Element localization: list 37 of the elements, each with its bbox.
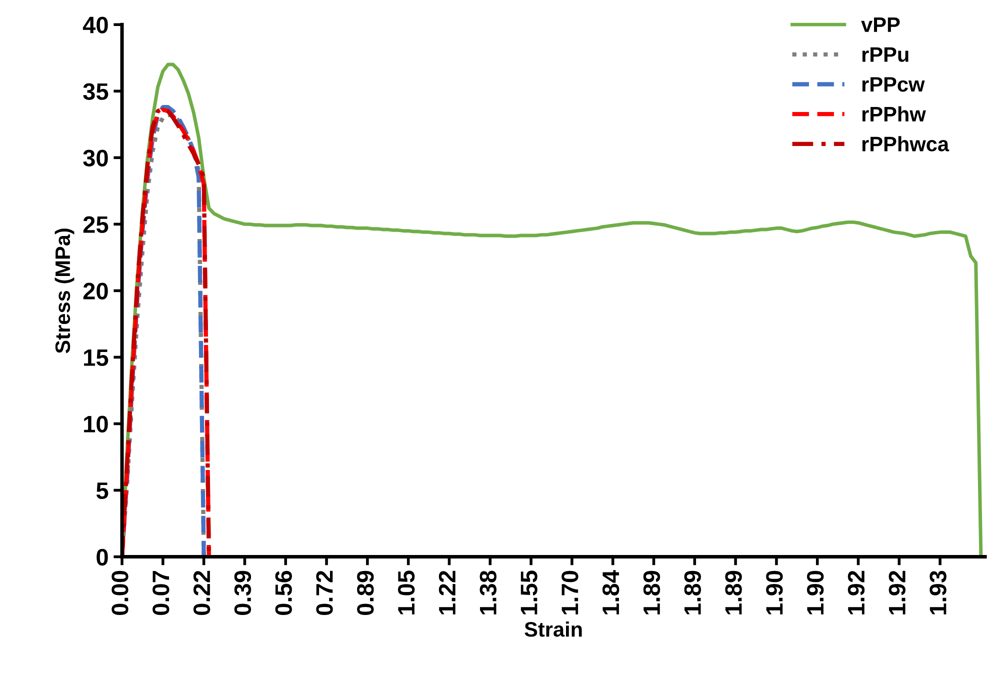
x-tick-label: 1.89 bbox=[684, 570, 701, 614]
y-tick-label: 10 bbox=[84, 416, 108, 433]
x-tick-label: 1.93 bbox=[930, 570, 946, 614]
y-axis-title: Stress (MPa) bbox=[54, 228, 74, 354]
y-tick-label: 35 bbox=[83, 83, 108, 100]
legend-label: rPPhw bbox=[862, 106, 926, 122]
x-tick-label: 0.89 bbox=[357, 570, 374, 615]
x-tick-label: 1.90 bbox=[766, 570, 783, 614]
x-tick-label: 0.07 bbox=[152, 571, 170, 615]
y-tick-label: 40 bbox=[82, 16, 108, 34]
y-tick-label: 5 bbox=[96, 482, 108, 500]
legend-label: rPPhwca bbox=[862, 136, 950, 152]
x-tick-label: 1.70 bbox=[562, 570, 578, 614]
x-tick-label: 1.92 bbox=[848, 570, 865, 614]
x-tick-label: 1.55 bbox=[520, 570, 538, 614]
y-tick-label: 0 bbox=[96, 548, 108, 566]
x-tick-label: 1.89 bbox=[643, 570, 660, 614]
y-tick-label: 15 bbox=[84, 350, 108, 366]
x-tick-label: 1.84 bbox=[602, 570, 620, 614]
x-tick-label: 0.39 bbox=[234, 570, 252, 615]
x-axis-title: Strain bbox=[524, 621, 582, 637]
x-tick-label: 0.56 bbox=[275, 570, 292, 615]
x-tick-label: 0.72 bbox=[316, 570, 333, 615]
x-tick-label: 1.05 bbox=[398, 570, 415, 614]
x-tick-label: 1.22 bbox=[438, 570, 456, 614]
legend-label: rPPcw bbox=[862, 77, 925, 92]
y-tick-label: 30 bbox=[83, 150, 108, 166]
x-tick-label: 1.90 bbox=[806, 570, 824, 614]
x-tick-label: 0.22 bbox=[193, 570, 210, 615]
x-tick-label: 1.89 bbox=[725, 570, 742, 614]
x-tick-label: 1.38 bbox=[480, 570, 497, 614]
y-tick-label: 20 bbox=[83, 282, 108, 300]
legend-label: vPP bbox=[861, 18, 900, 32]
x-tick-label: 1.92 bbox=[888, 570, 906, 614]
y-tick-label: 25 bbox=[83, 216, 108, 233]
legend-label: rPPu bbox=[862, 47, 908, 62]
x-tick-label: 0.00 bbox=[112, 570, 128, 615]
